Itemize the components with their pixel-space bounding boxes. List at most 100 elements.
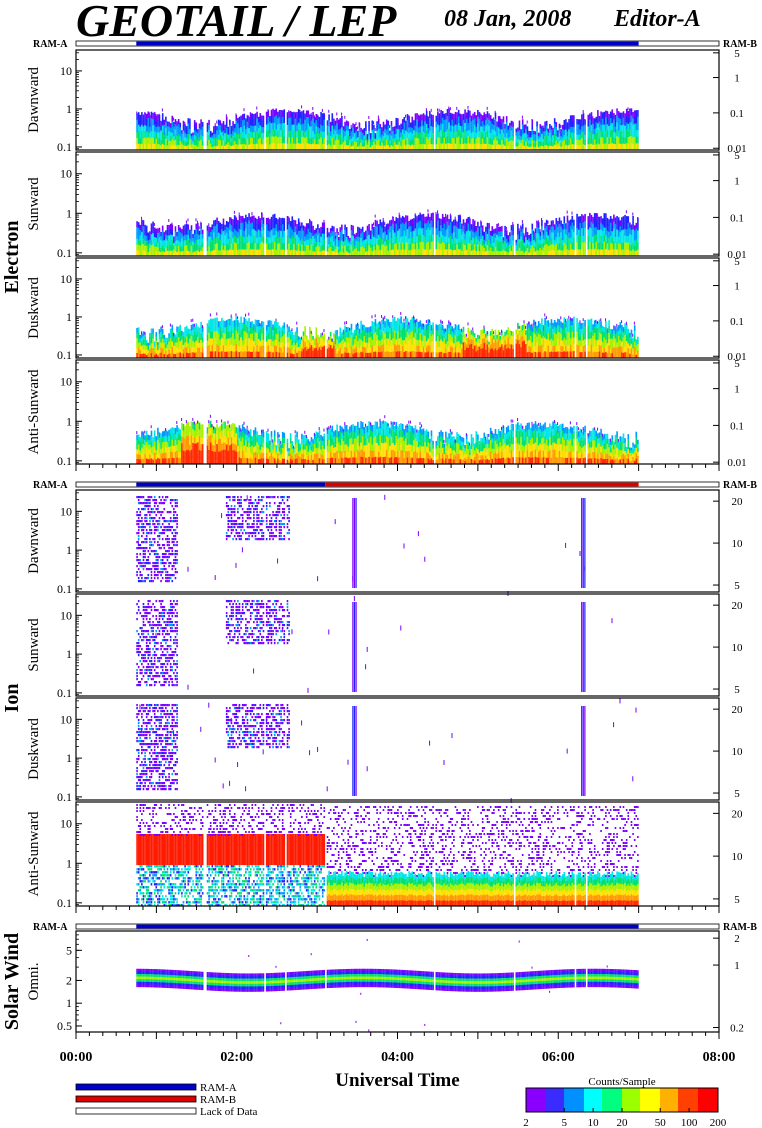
- colorbar-cell: [584, 1088, 587, 1112]
- x-tick-label: 02:00: [220, 1050, 253, 1065]
- panel-label: Duskward: [26, 277, 42, 339]
- right-tick-label: 0.1: [730, 108, 744, 120]
- colorbar-cell: [574, 1088, 577, 1112]
- mode-bar-left-label: RAM-A: [33, 39, 68, 50]
- panel-label: Anti-Sunward: [26, 369, 42, 454]
- panel-ion-anti-sunward: [75, 801, 720, 907]
- colorbar-cell: [556, 1088, 559, 1112]
- legend-swatch: [75, 1095, 197, 1103]
- panel-label: Duskward: [26, 718, 42, 780]
- y-tick-label: 5: [66, 943, 72, 957]
- colorbar-cell: [528, 1088, 531, 1112]
- colorbar-cell: [626, 1088, 629, 1112]
- colorbar-tick-label: 20: [617, 1117, 629, 1128]
- colorbar-cell: [546, 1088, 549, 1112]
- colorbar-title: Counts/Sample: [588, 1076, 655, 1088]
- colorbar-cell: [548, 1088, 551, 1112]
- panel-label: Dawnward: [26, 67, 42, 133]
- mode-bar-right-label: RAM-B: [723, 39, 757, 50]
- colorbar-cell: [716, 1088, 719, 1112]
- spectrogram: [136, 698, 637, 803]
- x-tick-label: 06:00: [542, 1050, 575, 1065]
- y-tick-label: 10: [60, 817, 72, 831]
- right-tick-label: 0.1: [730, 316, 744, 328]
- colorbar-tick-label: 10: [588, 1117, 600, 1128]
- legend-swatch: [75, 1107, 197, 1115]
- right-tick-label: 5: [734, 150, 740, 162]
- mode-segment: [136, 482, 326, 487]
- y-tick-label: 0.1: [57, 790, 72, 804]
- y-tick-label: 1: [66, 856, 72, 870]
- colorbar-cell: [590, 1088, 593, 1112]
- panel-label: Anti-Sunward: [26, 811, 42, 896]
- right-tick-label: 0.1: [730, 420, 744, 432]
- panel-electron-duskward: [75, 257, 720, 359]
- colorbar-cell: [598, 1088, 601, 1112]
- colorbar-tick-label: 50: [655, 1117, 667, 1128]
- right-tick-label: 5: [734, 48, 740, 60]
- x-tick-label: 04:00: [381, 1050, 414, 1065]
- colorbar-cell: [654, 1088, 657, 1112]
- panel-ion-dawnward: [75, 489, 720, 596]
- colorbar-tick-label: 5: [561, 1117, 567, 1128]
- right-tick-label: 0.01: [727, 143, 746, 155]
- colorbar-cell: [530, 1088, 533, 1112]
- right-tick-label: 5: [734, 894, 740, 906]
- y-tick-label: 1: [66, 206, 72, 220]
- colorbar-cell: [532, 1088, 535, 1112]
- y-tick-label: 10: [60, 375, 72, 389]
- colorbar-cell: [638, 1088, 641, 1112]
- colorbar-cell: [576, 1088, 579, 1112]
- labels-layer: Dawnward Sunward Duskward Anti-Sunward Dawnw…: [1, 67, 735, 1091]
- colorbar-cell: [562, 1088, 565, 1112]
- colorbar-cell: [652, 1088, 655, 1112]
- mode-bars-layer: RAM-A RAM-B RAM-A RAM-B RAM-A RAM-B: [33, 39, 757, 933]
- right-tick-label: 10: [732, 538, 744, 550]
- mode-bar-left-label: RAM-A: [33, 922, 68, 933]
- colorbar-cell: [680, 1088, 683, 1112]
- colorbar-cell: [588, 1088, 591, 1112]
- colorbar-tick-label: 2: [523, 1117, 529, 1128]
- colorbar-cell: [564, 1088, 567, 1112]
- colorbar-cell: [642, 1088, 645, 1112]
- colorbar-cell: [632, 1088, 635, 1112]
- plot-title: GEOTAIL / LEP: [76, 0, 397, 46]
- colorbar-cell: [534, 1088, 537, 1112]
- colorbar-cell: [558, 1088, 561, 1112]
- colorbar-cell: [690, 1088, 693, 1112]
- colorbar-tick-label: 200: [710, 1117, 727, 1128]
- y-tick-label: 1: [66, 996, 72, 1010]
- colorbar-cell: [630, 1088, 633, 1112]
- y-tick-label: 1: [66, 310, 72, 324]
- colorbar-cell: [552, 1088, 555, 1112]
- colorbar-cell: [684, 1088, 687, 1112]
- colorbar-cell: [578, 1088, 581, 1112]
- colorbar-cell: [674, 1088, 677, 1112]
- mode-segment: [136, 41, 639, 46]
- colorbar-cell: [586, 1088, 589, 1112]
- y-tick-label: 10: [60, 712, 72, 726]
- colorbar-layer: Counts/Sample 2 5 10 20 50 100 200: [523, 1076, 727, 1128]
- colorbar-cell: [610, 1088, 613, 1112]
- right-tick-label: 1: [734, 384, 740, 396]
- spectrogram: [136, 105, 639, 151]
- right-tick-label: 0.01: [727, 457, 746, 469]
- right-tick-label: 5: [734, 256, 740, 268]
- colorbar-cell: [696, 1088, 699, 1112]
- axes-layer: 0.1 1 10 5 1 0.1 0.01 0.1 1 10 5 1 0.1 0.01 0.1 1 10 5 1 0.…: [57, 48, 747, 1039]
- right-tick-label: 20: [732, 704, 744, 716]
- panel-label: Sunward: [26, 177, 42, 231]
- x-tick-label: 08:00: [703, 1050, 736, 1065]
- spectrogram: [136, 938, 639, 1032]
- colorbar-cell: [624, 1088, 627, 1112]
- y-tick-label: 10: [60, 272, 72, 286]
- colorbar-cell: [704, 1088, 707, 1112]
- spectrogram: [136, 804, 639, 907]
- colorbar-cell: [702, 1088, 705, 1112]
- colorbar-tick-label: 100: [681, 1117, 698, 1128]
- colorbar-cell: [542, 1088, 545, 1112]
- y-tick-label: 2: [66, 973, 72, 987]
- y-tick-label: 0.1: [57, 454, 72, 468]
